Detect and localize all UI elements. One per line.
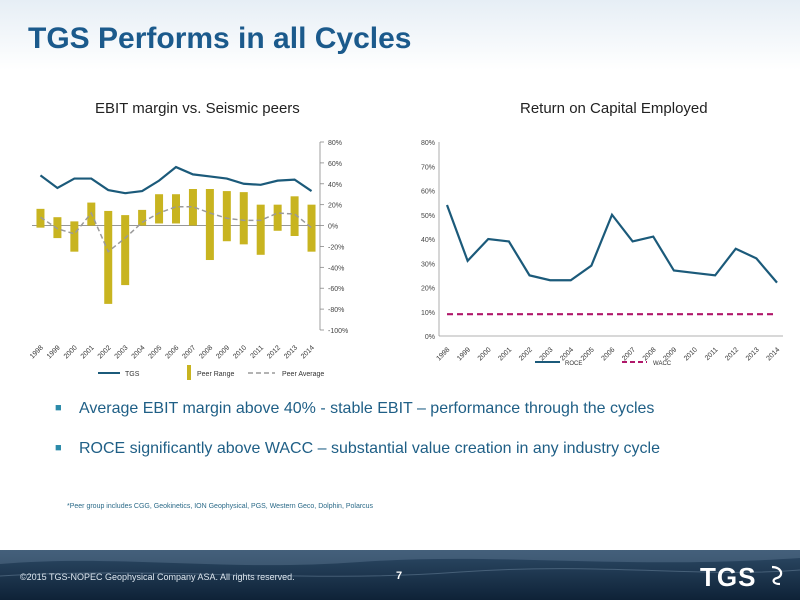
peer-range-bar	[53, 217, 62, 239]
peer-range-bar	[155, 194, 164, 224]
ebit-chart-title: EBIT margin vs. Seismic peers	[95, 100, 300, 117]
y-tick-label: 80%	[421, 140, 435, 147]
roce-chart-title: Return on Capital Employed	[520, 100, 708, 117]
peer-range-bar	[36, 208, 45, 228]
x-tick-label: 2006	[600, 346, 616, 362]
roce-chart: 0%10%20%30%40%50%60%70%80%1998 1999 2000 20…	[421, 140, 783, 367]
x-tick-label: 2000	[477, 346, 493, 362]
x-tick-label: 2013	[745, 346, 761, 362]
legend-wacc-label: WACC	[653, 361, 672, 367]
bullet-ebit: ■ Average EBIT margin above 40% - stable…	[55, 400, 775, 440]
logo-swirl-icon	[771, 565, 783, 586]
y-tick-label: 60%	[328, 161, 342, 168]
x-tick-label: 2008	[198, 344, 214, 360]
x-tick-label: 2002	[518, 346, 534, 362]
peer-range-bar	[121, 215, 130, 286]
x-tick-label: 2003	[114, 344, 130, 360]
x-tick-label: 2007	[621, 346, 637, 362]
legend-tgs-label: TGS	[125, 371, 140, 378]
peer-range-bar	[188, 189, 197, 226]
peer-range-bar	[273, 204, 282, 231]
peer-range-bar	[172, 194, 180, 224]
legend-peer-range-label: Peer Range	[197, 371, 234, 378]
y-tick-label: -100%	[328, 328, 348, 335]
x-tick-label: 2011	[250, 344, 266, 360]
bullet-roce: ■ ROCE significantly above WACC – substa…	[55, 440, 775, 480]
x-tick-label: 2002	[97, 344, 113, 360]
bullet-square-icon: ■	[55, 442, 62, 454]
legend-roce-label: ROCE	[565, 361, 582, 367]
y-tick-label: 0%	[425, 334, 435, 341]
peer-range-bar	[104, 210, 113, 304]
x-tick-label: 2010	[232, 344, 248, 360]
x-tick-label: 2009	[215, 344, 231, 360]
y-tick-label: 60%	[421, 189, 435, 196]
x-tick-label: 2014	[300, 344, 316, 360]
y-tick-label: -40%	[328, 265, 344, 272]
footer-band: ©2015 TGS-NOPEC Geophysical Company ASA.…	[0, 550, 800, 600]
x-tick-label: 2006	[164, 344, 180, 360]
y-tick-label: 70%	[421, 164, 435, 171]
x-tick-label: 2001	[80, 344, 96, 360]
tgs-line	[39, 165, 313, 195]
y-tick-label: 0%	[328, 224, 338, 231]
peer-range-bar	[205, 189, 214, 261]
ebit-chart: 80% 60% 40% 20% 0% -20% -40% -60% -80% -100% 1998 1…	[29, 140, 348, 380]
x-tick-label: 2012	[266, 344, 282, 360]
x-tick-label: 2005	[148, 344, 164, 360]
y-tick-label: 20%	[328, 203, 342, 210]
x-tick-label: 2014	[765, 346, 781, 362]
peer-range-bar	[307, 204, 316, 252]
x-tick-label: 2012	[724, 346, 740, 362]
page-number: 7	[396, 570, 403, 582]
y-tick-label: -60%	[328, 286, 344, 293]
x-tick-label: 2003	[539, 346, 555, 362]
x-tick-label: 2013	[283, 344, 299, 360]
y-tick-label: 40%	[328, 182, 342, 189]
y-tick-label: -20%	[328, 244, 344, 251]
y-tick-label: -80%	[328, 307, 344, 314]
y-tick-label: 20%	[421, 286, 435, 293]
y-tick-label: 50%	[421, 213, 435, 220]
peer-average-line	[40, 206, 312, 253]
x-tick-label: 2004	[131, 344, 147, 360]
peer-range-bar	[138, 209, 147, 226]
slide-title: TGS Performs in all Cycles	[28, 22, 412, 55]
x-tick-label: 2007	[181, 344, 197, 360]
peer-range-bar	[290, 196, 299, 236]
roce-line	[445, 204, 778, 284]
x-tick-label: 1999	[46, 344, 62, 360]
x-tick-label: 2010	[683, 346, 699, 362]
footer-wave	[0, 550, 800, 577]
bullet-list: ■ Average EBIT margin above 40% - stable…	[55, 400, 775, 480]
y-tick-label: 30%	[421, 261, 435, 268]
peer-range-bar	[222, 191, 231, 242]
x-tick-label: 1998	[29, 344, 45, 360]
x-tick-label: 1998	[435, 346, 451, 362]
x-tick-label: 2001	[497, 346, 513, 362]
tgs-logo: TGS	[700, 562, 757, 592]
y-tick-label: 80%	[328, 140, 342, 147]
bullet-text: ROCE significantly above WACC – substant…	[79, 440, 660, 457]
peer-range-bar	[70, 221, 79, 252]
y-tick-label: 40%	[421, 237, 435, 244]
y-tick-label: 10%	[421, 310, 435, 317]
peer-range-bar	[239, 192, 248, 245]
x-tick-label: 2011	[704, 346, 720, 362]
x-tick-label: 2000	[63, 344, 79, 360]
header-band	[0, 0, 800, 70]
legend-peer-average-label: Peer Average	[282, 371, 324, 378]
legend-peer-range-swatch	[187, 365, 191, 380]
bullet-text: Average EBIT margin above 40% - stable E…	[79, 400, 655, 417]
footnote: *Peer group includes CGG, Geokinetics, I…	[67, 503, 374, 510]
x-tick-label: 1999	[456, 346, 472, 362]
copyright-text: ©2015 TGS-NOPEC Geophysical Company ASA.…	[20, 572, 295, 582]
bullet-square-icon: ■	[55, 402, 62, 414]
peer-range-bar	[256, 204, 265, 255]
